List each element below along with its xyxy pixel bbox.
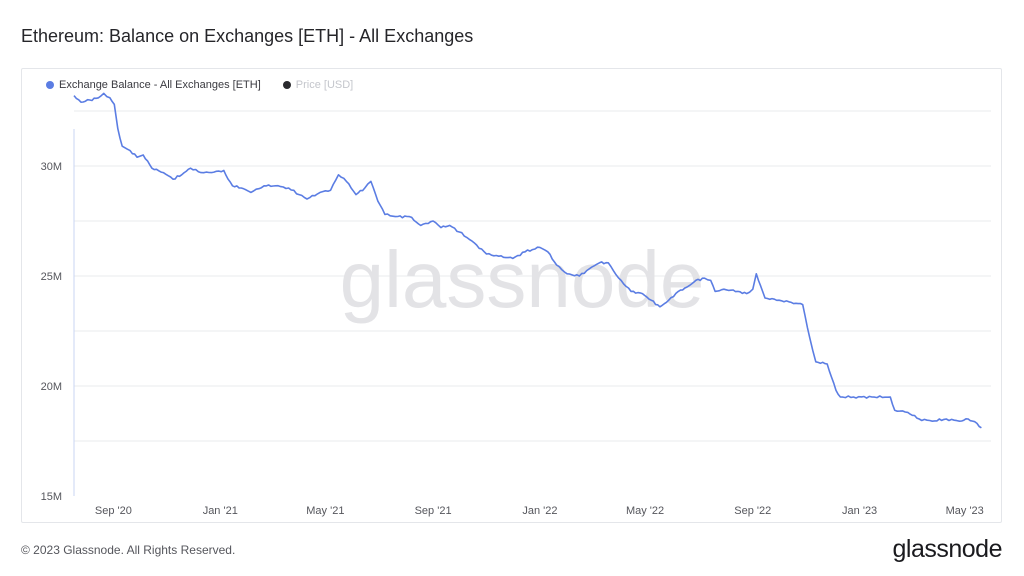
- legend: Exchange Balance - All Exchanges [ETH] P…: [46, 79, 353, 91]
- legend-item-price[interactable]: Price [USD]: [282, 79, 354, 91]
- x-axis: Sep '20 Jan '21 May '21 Sep '21 Jan '22 May '…: [95, 505, 984, 517]
- y-tick-label: 15M: [41, 491, 62, 503]
- legend-item-exchange-balance[interactable]: Exchange Balance - All Exchanges [ETH]: [46, 79, 261, 91]
- legend-label-price: Price [USD]: [295, 79, 354, 91]
- page-title: Ethereum: Balance on Exchanges [ETH] - A…: [21, 26, 474, 46]
- series-layer: [73, 92, 982, 429]
- legend-dot-price: [282, 81, 291, 89]
- line-chart[interactable]: glassnode 15M 20M 25M 30M Sep '20 Jan '21 May…: [22, 69, 1003, 524]
- x-tick-label: Sep '22: [734, 505, 771, 517]
- legend-dot-exchange-balance: [46, 81, 54, 89]
- watermark-text: glassnode: [340, 235, 705, 324]
- series-line-exchange-balance: [73, 92, 982, 429]
- chart-container: glassnode 15M 20M 25M 30M Sep '20 Jan '21 May…: [21, 68, 1002, 523]
- y-tick-label: 25M: [41, 271, 62, 283]
- x-tick-label: Jan '23: [842, 505, 877, 517]
- y-tick-label: 30M: [41, 161, 62, 173]
- glassnode-logo[interactable]: glassnode: [892, 535, 1003, 563]
- y-tick-label: 20M: [41, 381, 62, 393]
- x-tick-label: Jan '21: [203, 505, 238, 517]
- x-tick-label: May '21: [306, 505, 344, 517]
- x-tick-label: Jan '22: [522, 505, 557, 517]
- x-tick-label: Sep '20: [95, 505, 132, 517]
- x-tick-label: Sep '21: [415, 505, 452, 517]
- x-tick-label: May '23: [946, 505, 984, 517]
- x-tick-label: May '22: [626, 505, 664, 517]
- copyright-footer: © 2023 Glassnode. All Rights Reserved.: [21, 543, 236, 557]
- gridlines: [73, 110, 991, 496]
- legend-label-exchange-balance: Exchange Balance - All Exchanges [ETH]: [59, 79, 261, 91]
- y-axis: 15M 20M 25M 30M: [41, 161, 62, 503]
